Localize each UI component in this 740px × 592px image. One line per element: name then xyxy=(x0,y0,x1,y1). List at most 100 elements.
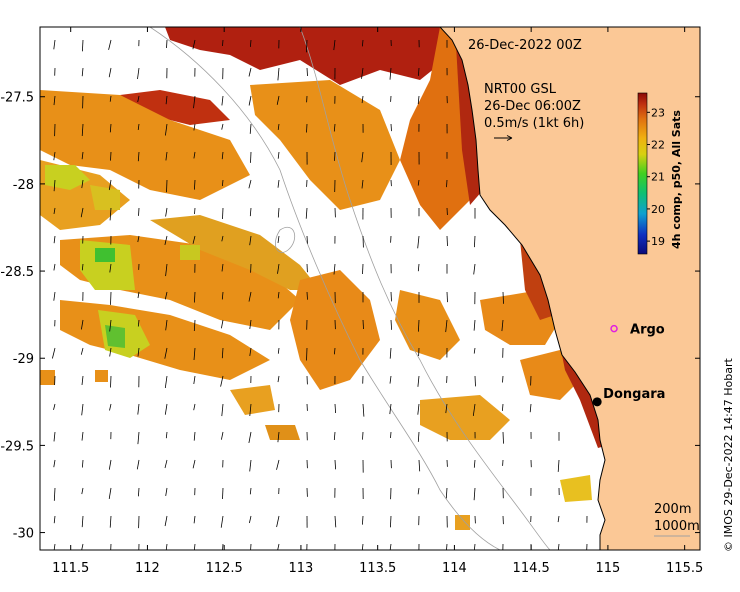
current-arrow xyxy=(192,459,196,469)
current-arrow xyxy=(362,403,365,417)
current-arrow xyxy=(529,403,532,413)
current-arrow xyxy=(53,487,56,501)
current-arrow xyxy=(249,459,252,472)
current-arrow xyxy=(249,487,252,495)
current-arrow xyxy=(164,347,168,359)
current-arrow xyxy=(165,543,168,550)
current-arrow xyxy=(418,67,420,76)
current-arrow xyxy=(194,179,196,190)
colorbar-ticks: 19 20 21 22 23 xyxy=(647,106,665,248)
colorbar-tick-label: 21 xyxy=(651,171,665,184)
current-arrow xyxy=(137,95,140,103)
current-arrow xyxy=(277,543,280,550)
current-arrow xyxy=(193,95,196,109)
current-arrow xyxy=(249,403,252,417)
current-arrow xyxy=(276,95,280,105)
current-arrow xyxy=(192,39,196,50)
current-arrow xyxy=(136,459,140,470)
current-arrow xyxy=(81,431,84,441)
current-arrow xyxy=(361,67,364,79)
current-arrow xyxy=(277,263,280,274)
current-arrow xyxy=(501,319,504,332)
current-arrow xyxy=(250,543,252,550)
current-arrow xyxy=(221,95,224,106)
x-tick-label: 114 xyxy=(442,561,467,576)
current-arrow xyxy=(165,123,168,136)
current-arrow xyxy=(53,235,56,244)
y-tick-label: -28.5 xyxy=(0,265,34,280)
bathymetry-contours xyxy=(149,27,551,550)
current-arrow xyxy=(417,263,420,272)
current-arrow xyxy=(249,123,252,134)
y-axis: -27.5 -28 -28.5 -29 -29.5 -30 xyxy=(0,91,700,542)
current-arrow xyxy=(165,207,168,217)
current-arrow xyxy=(502,403,504,411)
current-arrow xyxy=(108,459,112,470)
current-arrow xyxy=(53,515,56,524)
current-arrow xyxy=(389,67,392,80)
current-label-line3: 0.5m/s (1kt 6h) xyxy=(484,116,584,131)
current-arrow xyxy=(220,375,224,387)
contour-legend-1000m: 1000m xyxy=(654,519,700,534)
current-arrow xyxy=(192,235,196,244)
current-arrow xyxy=(165,263,168,277)
current-arrow xyxy=(53,431,56,442)
current-arrow xyxy=(362,431,364,440)
current-arrow xyxy=(250,39,252,47)
current-arrow xyxy=(362,263,364,275)
current-arrow xyxy=(417,179,420,186)
x-tick-label: 115 xyxy=(595,561,620,576)
current-arrow xyxy=(109,123,112,133)
dongara-label: Dongara xyxy=(603,387,665,402)
current-arrow xyxy=(194,291,196,303)
current-arrow xyxy=(221,291,224,300)
current-arrow xyxy=(333,263,336,275)
current-arrow xyxy=(389,403,392,415)
current-arrow xyxy=(417,431,420,442)
colorbar-gradient xyxy=(637,92,648,255)
current-arrow xyxy=(222,207,224,220)
argo-marker-icon xyxy=(610,324,618,333)
current-arrow xyxy=(277,179,280,188)
current-arrow xyxy=(249,319,252,330)
current-arrow xyxy=(334,515,337,528)
current-arrow xyxy=(418,459,421,472)
current-arrow xyxy=(306,347,308,361)
current-arrow xyxy=(474,375,476,387)
current-arrow xyxy=(362,319,364,330)
current-arrow xyxy=(334,403,336,414)
current-arrow xyxy=(193,319,196,332)
current-arrow xyxy=(277,123,280,130)
current-arrow xyxy=(333,431,336,441)
current-arrow xyxy=(306,123,308,133)
current-arrow xyxy=(305,207,308,219)
current-arrow xyxy=(81,403,84,416)
current-arrow xyxy=(193,151,196,159)
current-arrow xyxy=(194,207,196,215)
current-arrow xyxy=(277,151,280,159)
current-arrow xyxy=(81,67,84,77)
current-arrow xyxy=(306,67,308,77)
current-arrow xyxy=(277,431,280,443)
y-tick-label: -30 xyxy=(13,527,34,542)
plot-frame xyxy=(39,26,701,551)
current-arrow xyxy=(362,39,364,47)
current-arrow xyxy=(164,291,168,300)
current-arrow xyxy=(221,123,224,130)
current-arrow xyxy=(81,123,84,137)
date-label: 26-Dec-2022 00Z xyxy=(468,38,582,53)
current-arrow xyxy=(473,459,476,468)
dongara-marker-icon xyxy=(592,397,602,407)
current-arrow xyxy=(80,347,84,355)
current-arrow xyxy=(53,95,56,106)
current-label-line1: NRT00 GSL xyxy=(484,82,557,97)
current-arrow xyxy=(418,319,420,332)
x-tick-label: 114.5 xyxy=(513,561,550,576)
current-arrow xyxy=(417,95,420,105)
current-arrow xyxy=(109,515,112,528)
current-arrow xyxy=(193,515,196,524)
current-arrow xyxy=(53,291,56,301)
y-tick-label: -29.5 xyxy=(0,439,34,454)
current-arrow xyxy=(417,235,420,249)
